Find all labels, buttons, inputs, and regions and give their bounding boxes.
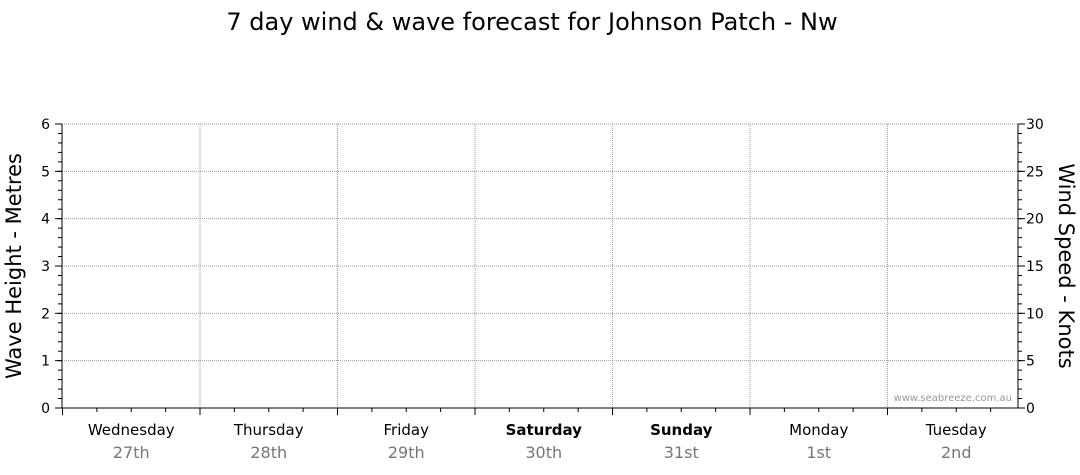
day-name-label: Wednesday <box>88 421 175 439</box>
day-date-label: 28th <box>250 443 287 462</box>
right-tick-label: 0 <box>1026 401 1035 417</box>
left-tick-label: 2 <box>41 306 50 322</box>
right-tick-label: 15 <box>1026 259 1044 275</box>
day-date-label: 27th <box>113 443 150 462</box>
day-labels: Wednesday 27th Thursday 28th Friday 29th Satur… <box>88 421 987 462</box>
left-tick-label: 1 <box>41 354 50 370</box>
day-name-label: Sunday <box>650 421 713 439</box>
right-tick-label: 10 <box>1026 306 1044 322</box>
right-axis-ticks: 0 5 10 15 20 25 30 <box>1018 117 1044 417</box>
left-tick-label: 6 <box>41 117 50 133</box>
left-tick-label: 5 <box>41 164 50 180</box>
right-tick-label: 25 <box>1026 164 1044 180</box>
day-date-label: 31st <box>664 443 699 462</box>
grid-lines <box>62 123 1018 408</box>
day-name-label: Monday <box>789 421 848 439</box>
day-date-label: 30th <box>525 443 562 462</box>
day-name-label: Saturday <box>506 421 583 439</box>
day-date-label: 1st <box>806 443 831 462</box>
day-name-label: Thursday <box>233 421 304 439</box>
left-axis-ticks: 0 1 2 3 4 5 6 <box>41 117 62 417</box>
watermark: www.seabreeze.com.au <box>894 393 1012 404</box>
x-axis-ticks <box>62 408 992 415</box>
left-tick-label: 0 <box>41 401 50 417</box>
left-axis-title: Wave Height - Metres <box>2 153 26 379</box>
right-tick-label: 20 <box>1026 212 1044 228</box>
right-tick-label: 30 <box>1026 117 1044 133</box>
day-date-label: 2nd <box>941 443 971 462</box>
day-date-label: 29th <box>388 443 425 462</box>
chart-title: 7 day wind & wave forecast for Johnson P… <box>226 8 837 36</box>
left-tick-label: 3 <box>41 259 50 275</box>
left-tick-label: 4 <box>41 212 50 228</box>
right-tick-label: 5 <box>1026 354 1035 370</box>
day-name-label: Friday <box>384 421 430 439</box>
right-axis-title: Wind Speed - Knots <box>1054 163 1078 368</box>
day-name-label: Tuesday <box>925 421 987 439</box>
